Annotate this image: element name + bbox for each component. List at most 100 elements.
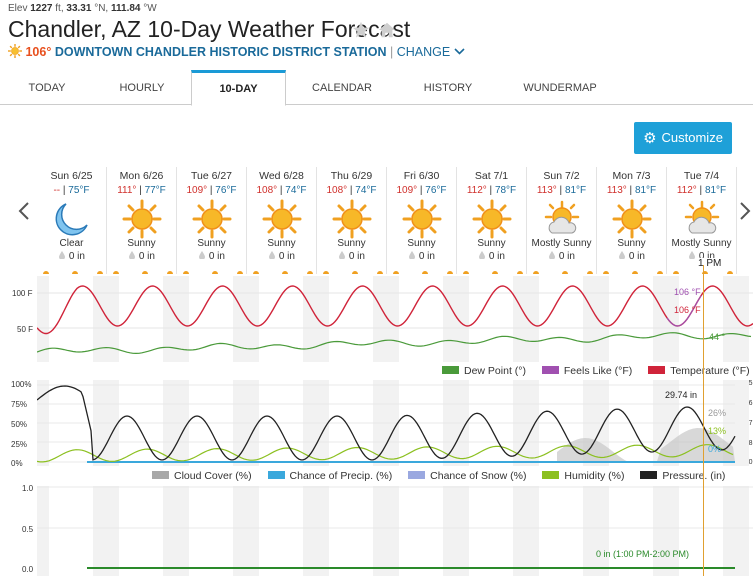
- raindrop-icon: [478, 251, 486, 262]
- day-date: Sun 7/2: [543, 170, 580, 182]
- day-condition: Sunny: [337, 238, 366, 249]
- legend-feels-like[interactable]: Feels Like (°F): [541, 365, 632, 377]
- station-name[interactable]: DOWNTOWN CHANDLER HISTORIC DISTRICT STAT…: [54, 45, 387, 59]
- precip-y-label-1: 1.0: [22, 484, 34, 493]
- sunrise-sunset-markers: [457, 270, 526, 274]
- tab-hourly[interactable]: HOURLY: [119, 82, 165, 94]
- pct-y-label: 25%: [11, 440, 28, 449]
- day-precip: 0 in: [107, 251, 176, 262]
- sun-icon: [332, 199, 372, 239]
- elevation-coords: Elev 1227 ft, 33.31 °N, 111.84 °W: [8, 3, 157, 14]
- tab-history[interactable]: HISTORY: [423, 82, 473, 94]
- day-date: Mon 7/3: [612, 170, 651, 182]
- day-date: Sun 6/25: [50, 170, 93, 182]
- raindrop-icon: [128, 251, 136, 262]
- day-hi-lo: 113° | 81°F: [606, 185, 657, 196]
- sunrise-sunset-markers: [317, 270, 386, 274]
- day-date: Tue 6/27: [190, 170, 233, 182]
- day-strip: Sun 6/25 -- | 75°F Clear 0 in Mon 6/26 111° …: [37, 167, 753, 274]
- day-column[interactable]: Sun 7/2 113° | 81°F Mostly Sunny 0 in: [527, 167, 597, 274]
- day-column[interactable]: Sun 6/25 -- | 75°F Clear 0 in: [37, 167, 107, 274]
- temp-y-label-100: 100 F: [12, 289, 33, 298]
- day-condition: Sunny: [197, 238, 226, 249]
- legend-chance-snow[interactable]: Chance of Snow (%): [408, 470, 526, 482]
- legend-temperature[interactable]: Temperature (°F): [648, 365, 750, 377]
- day-column[interactable]: Thu 6/29 108° | 74°F Sunny 0 in: [317, 167, 387, 274]
- current-temp: 106°: [25, 45, 52, 59]
- sunrise-sunset-markers: [177, 270, 246, 274]
- pct-y-label: 0%: [11, 459, 23, 468]
- day-column[interactable]: Fri 6/30 109° | 76°F Sunny 0 in: [387, 167, 457, 274]
- day-precip: 0 in: [247, 251, 316, 262]
- prev-arrow-icon[interactable]: [18, 200, 30, 226]
- day-column[interactable]: Tue 7/4 112° | 81°F Mostly Sunny 0 in: [667, 167, 737, 274]
- customize-button[interactable]: ⚙ Customize: [634, 122, 732, 154]
- tab-wundermap[interactable]: WUNDERMAP: [523, 82, 597, 94]
- raindrop-icon: [338, 251, 346, 262]
- home-icon[interactable]: [378, 21, 396, 39]
- legend-humidity[interactable]: Humidity (%): [542, 470, 624, 482]
- raindrop-icon: [618, 251, 626, 262]
- feels-like-readout: 106 °F: [674, 287, 701, 297]
- temperature-chart[interactable]: 106 °F 106 °F 44 °: [37, 276, 753, 362]
- sun-icon: [192, 199, 232, 239]
- day-condition: Sunny: [127, 238, 156, 249]
- day-condition: Sunny: [407, 238, 436, 249]
- day-date: Mon 6/26: [119, 170, 164, 182]
- tab-10-day[interactable]: 10-DAY: [191, 70, 286, 106]
- temp-legend: Dew Point (°) Feels Like (°F) Temperatur…: [429, 365, 750, 377]
- sun-icon: [402, 199, 442, 239]
- legend-cloud-cover[interactable]: Cloud Cover (%): [152, 470, 252, 482]
- tab-calendar[interactable]: CALENDAR: [312, 82, 372, 94]
- precipitation-chart[interactable]: [37, 486, 753, 576]
- precip-y-label-05: 0.5: [22, 525, 34, 534]
- day-date: Fri 6/30: [403, 170, 440, 182]
- partly-cloudy-icon: [682, 199, 722, 239]
- day-precip: 0 in: [37, 251, 106, 262]
- day-column[interactable]: Mon 7/3 113° | 81°F Sunny 0 in: [597, 167, 667, 274]
- page-title: Chandler, AZ 10-Day Weather Forecast: [8, 16, 411, 42]
- day-date: Sat 7/1: [474, 170, 509, 182]
- day-hi-lo: 109° | 76°F: [186, 185, 237, 196]
- gear-icon: ⚙: [643, 130, 657, 147]
- legend-chance-precip[interactable]: Chance of Precip. (%): [267, 470, 392, 482]
- day-column[interactable]: Tue 6/27 109° | 76°F Sunny 0 in: [177, 167, 247, 274]
- chevron-down-icon[interactable]: [454, 44, 465, 58]
- day-precip: 0 in: [527, 251, 596, 262]
- current-time-label: 1 PM: [696, 258, 724, 269]
- day-column[interactable]: Mon 6/26 111° | 77°F Sunny 0 in: [107, 167, 177, 274]
- tab-today[interactable]: TODAY: [28, 82, 66, 94]
- dew-point-readout: 44 °: [709, 332, 726, 342]
- change-station-link[interactable]: CHANGE: [396, 45, 451, 59]
- day-column[interactable]: Sat 7/1 112° | 78°F Sunny 0 in: [457, 167, 527, 274]
- raindrop-icon: [58, 251, 66, 262]
- day-precip: 0 in: [177, 251, 246, 262]
- cloud-humidity-pressure-chart[interactable]: 29.74 in 26% 13% 0%: [37, 380, 753, 466]
- day-hi-lo: 112° | 81°F: [676, 185, 727, 196]
- temp-y-label-50: 50 F: [17, 325, 34, 334]
- day-hi-lo: -- | 75°F: [53, 185, 90, 196]
- day-condition: Sunny: [267, 238, 296, 249]
- raindrop-icon: [268, 251, 276, 262]
- day-hi-lo: 111° | 77°F: [117, 185, 166, 196]
- day-date: Wed 6/28: [259, 170, 304, 182]
- temperature-readout: 106 °F: [674, 305, 701, 315]
- sunrise-sunset-markers: [387, 270, 456, 274]
- current-time-line: [703, 265, 704, 576]
- legend-pressure[interactable]: Pressure. (in): [640, 470, 725, 482]
- sunrise-sunset-markers: [597, 270, 666, 274]
- pct-y-label: 50%: [11, 420, 28, 429]
- day-date: Tue 7/4: [683, 170, 720, 182]
- day-column[interactable]: Wed 6/28 108° | 74°F Sunny 0 in: [247, 167, 317, 274]
- moon-icon: [52, 199, 92, 239]
- station-line: 106° DOWNTOWN CHANDLER HISTORIC DISTRICT…: [8, 44, 465, 59]
- star-icon[interactable]: [352, 21, 370, 39]
- next-arrow-icon[interactable]: [739, 200, 751, 226]
- precip-readout: 0 in (1:00 PM-2:00 PM): [596, 549, 690, 559]
- day-precip: 0 in: [317, 251, 386, 262]
- sun-icon: [612, 199, 652, 239]
- pct-y-label: 100%: [11, 380, 32, 389]
- day-condition: Clear: [59, 238, 84, 249]
- legend-dew-point[interactable]: Dew Point (°): [442, 365, 526, 377]
- sunrise-sunset-markers: [247, 270, 316, 274]
